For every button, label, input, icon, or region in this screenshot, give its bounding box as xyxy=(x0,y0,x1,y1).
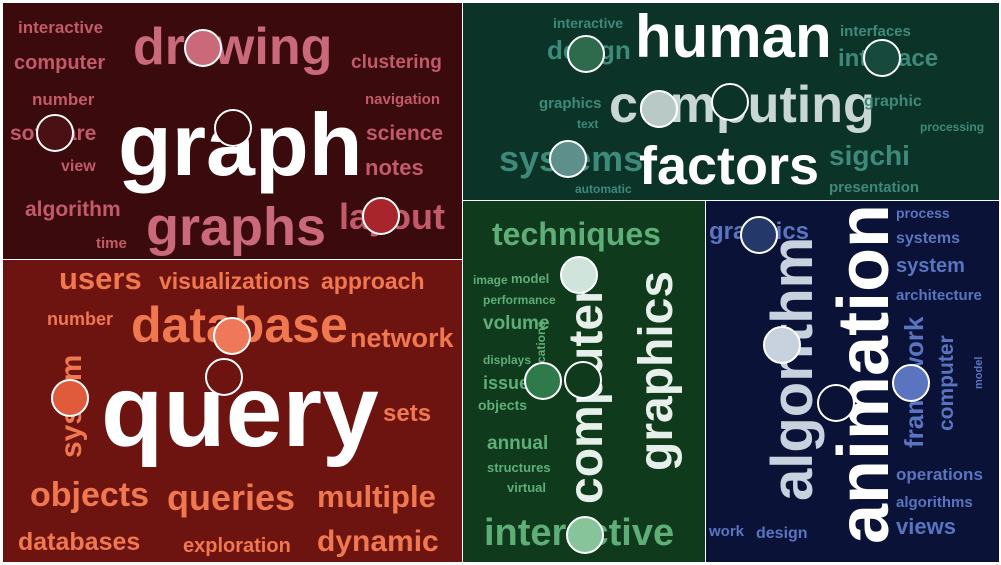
word-computer-graphics-structures: structures xyxy=(487,460,551,475)
word-graph-drawing-science: science xyxy=(366,122,444,145)
word-animation-model: model xyxy=(973,356,985,389)
marker-dot-animation-1[interactable] xyxy=(763,326,801,364)
word-human-computing-presentation: presentation xyxy=(829,179,920,196)
word-computer-graphics-annual: annual xyxy=(487,433,549,454)
word-human-computing-human: human xyxy=(635,3,832,70)
word-human-computing-processing: processing xyxy=(920,120,985,134)
marker-dot-animation-0[interactable] xyxy=(740,216,778,254)
marker-dot-graph-drawing-1[interactable] xyxy=(214,109,252,147)
marker-dot-graph-drawing-0[interactable] xyxy=(184,29,222,67)
marker-dot-computer-graphics-1[interactable] xyxy=(524,362,562,400)
word-database-query-approach: approach xyxy=(321,268,425,294)
marker-dot-database-query-2[interactable] xyxy=(51,379,89,417)
word-animation-algorithm: algorithm xyxy=(760,236,825,501)
marker-dot-human-computing-0[interactable] xyxy=(567,35,605,73)
word-human-computing-interactive: interactive xyxy=(553,15,624,31)
word-computer-graphics-performance: performance xyxy=(483,293,556,307)
word-human-computing-graphics: graphics xyxy=(539,95,602,112)
word-animation-architecture: architecture xyxy=(896,287,982,304)
marker-dot-database-query-1[interactable] xyxy=(205,358,243,396)
word-graph-drawing-notes: notes xyxy=(365,155,424,180)
word-human-computing-factors: factors xyxy=(639,136,820,196)
word-database-query-visualizations: visualizations xyxy=(159,268,310,294)
cluster-panel-animation: processgraphicssystemssystemarchitecture… xyxy=(706,201,999,562)
marker-dot-computer-graphics-2[interactable] xyxy=(564,361,602,399)
word-animation-algorithms: algorithms xyxy=(896,494,973,511)
marker-dot-human-computing-4[interactable] xyxy=(549,140,587,178)
word-computer-graphics-techniques: techniques xyxy=(492,216,661,252)
word-database-query-sets: sets xyxy=(383,400,432,427)
marker-dot-database-query-0[interactable] xyxy=(213,317,251,355)
word-human-computing-interfaces: interfaces xyxy=(840,23,911,40)
word-animation-computer: computer xyxy=(935,335,958,431)
word-database-query-databases: databases xyxy=(18,528,141,556)
word-computer-graphics-volume: volume xyxy=(483,313,550,334)
word-graph-drawing-interactive: interactive xyxy=(18,18,104,37)
word-graph-drawing-computer: computer xyxy=(14,52,106,74)
word-database-query-objects: objects xyxy=(30,476,150,514)
marker-dot-graph-drawing-2[interactable] xyxy=(36,114,74,152)
marker-dot-computer-graphics-3[interactable] xyxy=(566,516,604,554)
word-animation-operations: operations xyxy=(896,465,983,484)
word-animation-system: system xyxy=(896,255,965,277)
word-animation-process: process xyxy=(896,205,950,221)
word-human-computing-graphic: graphic xyxy=(864,93,922,110)
word-database-query-number: number xyxy=(47,309,114,329)
marker-dot-animation-2[interactable] xyxy=(817,384,855,422)
word-human-computing-automatic: automatic xyxy=(575,182,632,196)
word-database-query-users: users xyxy=(59,261,142,296)
word-animation-work: work xyxy=(709,523,745,540)
word-computer-graphics-model: model xyxy=(511,271,550,286)
word-graph-drawing-graphs: graphs xyxy=(146,197,327,257)
word-graph-drawing-number: number xyxy=(32,90,95,109)
word-computer-graphics-graphics: graphics xyxy=(630,270,683,471)
word-graph-drawing-clustering: clustering xyxy=(351,52,442,73)
marker-dot-human-computing-1[interactable] xyxy=(863,39,901,77)
word-graph-drawing-navigation: navigation xyxy=(365,91,441,108)
marker-dot-human-computing-3[interactable] xyxy=(711,83,749,121)
word-computer-graphics-displays: displays xyxy=(483,353,532,367)
marker-dot-graph-drawing-3[interactable] xyxy=(362,197,400,235)
marker-dot-human-computing-2[interactable] xyxy=(640,90,678,128)
marker-dot-animation-3[interactable] xyxy=(892,364,930,402)
word-database-query-exploration: exploration xyxy=(183,535,291,557)
word-graph-drawing-drawing: drawing xyxy=(133,18,333,76)
word-animation-design: design xyxy=(756,525,808,542)
word-database-query-multiple: multiple xyxy=(317,479,436,514)
word-computer-graphics-objects: objects xyxy=(478,397,528,413)
word-computer-graphics-image: image xyxy=(473,273,508,287)
word-animation-views: views xyxy=(896,514,956,539)
word-animation-animation: animation xyxy=(824,203,904,544)
word-graph-drawing-time: time xyxy=(96,235,127,252)
word-graph-drawing-view: view xyxy=(61,158,96,175)
word-database-query-dynamic: dynamic xyxy=(317,525,439,558)
word-human-computing-text: text xyxy=(577,117,599,131)
word-computer-graphics-virtual: virtual xyxy=(507,480,547,495)
word-database-query-queries: queries xyxy=(167,477,296,518)
word-human-computing-sigchi: sigchi xyxy=(829,140,910,171)
marker-dot-computer-graphics-0[interactable] xyxy=(560,256,598,294)
cluster-panel-graph-drawing: interactive drawing clustering computer numb… xyxy=(3,3,462,259)
word-database-query-network: network xyxy=(350,323,454,353)
word-graph-drawing-algorithm: algorithm xyxy=(25,198,121,221)
word-animation-systems: systems xyxy=(896,230,961,247)
